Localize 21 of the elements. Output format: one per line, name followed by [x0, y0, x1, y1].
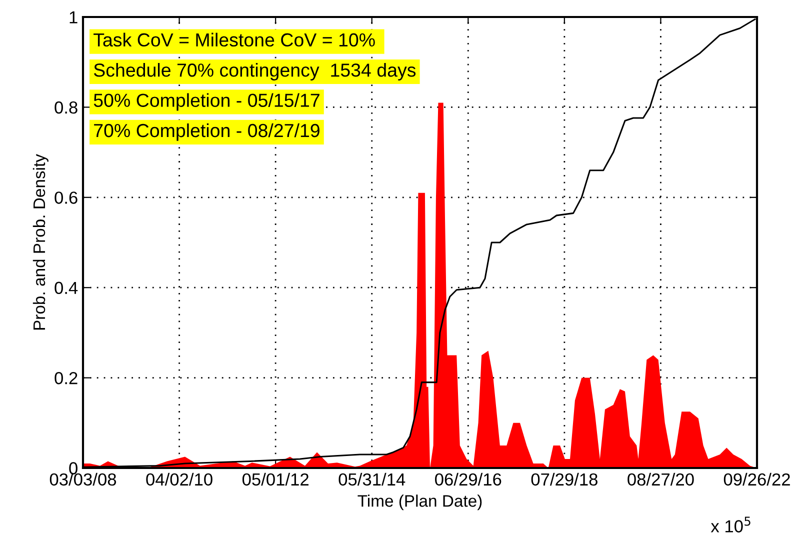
text: x 10$^{5}$	[710, 516, 750, 532]
y-tick-label: 0.4	[54, 282, 78, 294]
y-tick-label: 0.2	[54, 372, 78, 384]
x-tick-label: 05/01/12	[242, 472, 308, 486]
annotation: Schedule 70% contingency 1534 days	[94, 63, 416, 80]
x-tick-label: 08/27/20	[628, 472, 694, 486]
x-tick-label: 06/29/16	[435, 472, 502, 486]
x-tick-label: 03/03/08	[50, 472, 116, 486]
x-tick-label: 09/26/22	[724, 472, 790, 486]
x-axis-title: Time (Plan Date)	[358, 494, 482, 510]
annotation: 70% Completion - 08/27/19	[94, 123, 320, 141]
y-tick-label: 0.6	[54, 192, 78, 204]
y-tick-label: 1	[70, 11, 78, 24]
x-tick-label: 04/02/10	[146, 472, 212, 486]
annotation: Task CoV = Milestone CoV = 10%	[94, 32, 375, 47]
annotation: 50% Completion - 05/15/17	[94, 93, 320, 111]
x-tick-label: 05/31/14	[338, 472, 406, 486]
x-tick-label: 07/29/18	[531, 472, 598, 486]
y-tick-label: 0	[69, 462, 78, 474]
y-axis-title: Prob. and Prob. Density	[32, 154, 48, 330]
y-tick-label: 0.8	[54, 101, 78, 114]
